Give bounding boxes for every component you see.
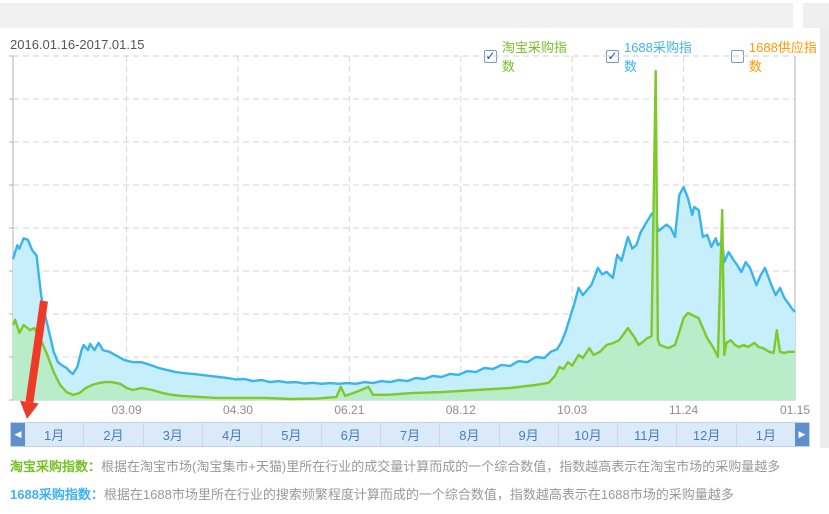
series-line <box>11 185 796 385</box>
legend-label: 淘宝采购指数 <box>501 40 567 74</box>
month-cell[interactable]: 7月 <box>379 423 440 446</box>
x-axis-label: 04.30 <box>222 403 253 417</box>
series-area <box>13 187 795 400</box>
legend-label: 1688供应指数 <box>748 40 817 74</box>
page-header-strip <box>0 3 793 28</box>
month-cells: 1月 2月 3月 4月 5月 6月 7月 8月 9月 10月 11月 12月 1月 <box>25 423 796 446</box>
description-1688-purchase-index: 1688采购指数：根据在1688市场里所在行业的搜索频繁程度计算而成的一个综合数… <box>10 484 780 503</box>
description-taobao-purchase-index: 淘宝采购指数：根据在淘宝市场(淘宝集市+天猫)里所在行业的成交量计算而成的一个综… <box>10 456 780 475</box>
month-cell[interactable]: 6月 <box>320 423 380 446</box>
prev-month-button[interactable]: ◀ <box>11 423 25 446</box>
month-selector-bar: ◀ 1月 2月 3月 4月 5月 6月 7月 8月 9月 10月 11月 12月 1月 ▶ <box>10 422 810 447</box>
x-axis-label: 03.09 <box>111 403 142 417</box>
index-descriptions: 淘宝采购指数：根据在淘宝市场(淘宝集市+天猫)里所在行业的成交量计算而成的一个综… <box>10 456 780 512</box>
month-cell[interactable]: 3月 <box>142 423 202 446</box>
next-month-button[interactable]: ▶ <box>795 423 809 446</box>
x-axis-label: 08.12 <box>445 403 476 417</box>
month-cell[interactable]: 10月 <box>557 423 618 446</box>
chart-plot-area[interactable] <box>0 0 829 455</box>
description-label: 淘宝采购指数： <box>10 459 102 474</box>
month-cell[interactable]: 9月 <box>498 423 558 446</box>
x-axis-label: 11.24 <box>669 403 699 417</box>
description-text: 根据在淘宝市场(淘宝集市+天猫)里所在行业的成交量计算而成的一个综合数值，指数越… <box>101 459 781 474</box>
month-cell[interactable]: 1月 <box>735 423 796 446</box>
series-line <box>11 69 795 401</box>
annotation-arrow-shaft <box>25 300 48 403</box>
annotation-arrow-head <box>20 400 39 419</box>
date-range-label: 2016.01.16-2017.01.15 <box>10 37 145 52</box>
legend-label: 1688采购指数 <box>623 40 692 74</box>
chart-legend: ✓ 淘宝采购指数 ✓ 1688采购指数 1688供应指数 <box>484 37 829 75</box>
x-axis-label: 06.21 <box>334 403 365 417</box>
month-cell[interactable]: 2月 <box>83 423 143 446</box>
month-cell[interactable]: 4月 <box>201 423 262 446</box>
right-page-strip <box>820 28 829 448</box>
series-area <box>13 71 795 400</box>
month-cell[interactable]: 5月 <box>261 423 321 446</box>
month-cell[interactable]: 12月 <box>676 423 736 446</box>
page-header-strip-right <box>803 3 829 28</box>
month-cell[interactable]: 1月 <box>25 423 84 446</box>
x-axis-label: 10.03 <box>557 403 588 417</box>
description-text: 根据在1688市场里所在行业的搜索频繁程度计算而成的一个综合数值，指数越高表示在… <box>103 487 734 502</box>
month-cell[interactable]: 11月 <box>617 423 677 446</box>
x-axis-label: 01.15 <box>779 403 811 417</box>
description-label: 1688采购指数： <box>10 487 104 502</box>
month-cell[interactable]: 8月 <box>439 423 499 446</box>
